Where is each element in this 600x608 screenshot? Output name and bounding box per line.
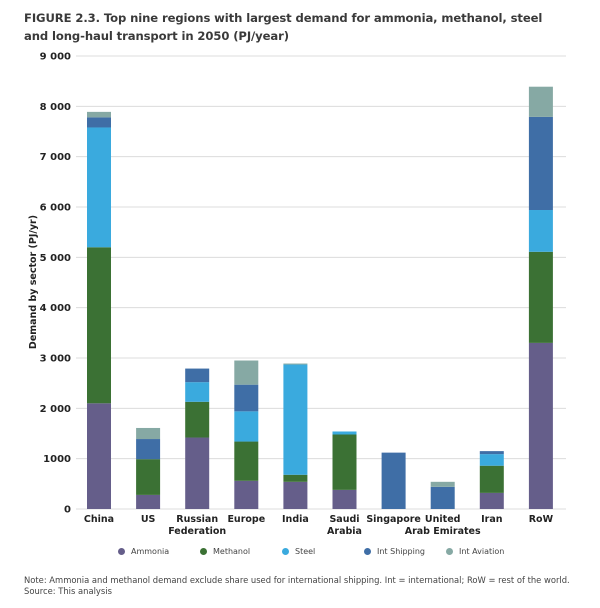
bar-segment-ammonia: [136, 494, 161, 509]
y-tick-label: 3 000: [40, 354, 71, 365]
bar-segment-int-shipping: [136, 439, 161, 460]
bar-segment-int-shipping: [479, 451, 504, 455]
bar-segment-ammonia: [87, 403, 111, 509]
y-tick-label: 8 000: [40, 102, 71, 113]
x-tick-label: United Arab Emirates: [405, 514, 481, 537]
bar-segment-int-shipping: [528, 116, 553, 211]
bar-segment-ammonia: [479, 492, 504, 509]
x-tick-label: Saudi Arabia: [327, 514, 362, 537]
bar-segment-int-shipping: [234, 384, 259, 412]
legend-label: Methanol: [213, 547, 251, 556]
bar-segment-int-aviation: [87, 111, 111, 118]
y-tick-label: 2 000: [40, 404, 71, 415]
footnote: Note: Ammonia and methanol demand exclud…: [24, 575, 584, 597]
bar-segment-ammonia: [185, 437, 210, 509]
legend-swatch-icon: [364, 548, 371, 555]
legend-swatch-icon: [118, 548, 125, 555]
bar-segment-steel: [234, 411, 259, 442]
x-tick-label: Iran: [481, 514, 503, 525]
legend-swatch-icon: [282, 548, 289, 555]
chart-area: 0 1000 2 000 3 000 4 000 5 000 6 000 7 000 8 000…: [28, 52, 566, 537]
x-tick-label: China: [84, 514, 114, 525]
legend-swatch-icon: [200, 548, 207, 555]
bars: [87, 86, 553, 509]
bar-segment-int-shipping: [87, 117, 111, 128]
legend-item: Ammonia: [118, 547, 200, 556]
bar-segment-methanol: [332, 434, 357, 490]
bar-segment-ammonia: [234, 480, 259, 509]
y-axis-label: Demand by sector (PJ/yr): [28, 215, 39, 349]
legend-item: Int Aviation: [446, 547, 528, 556]
x-tick-label: India: [282, 514, 309, 525]
bar-segment-steel: [528, 210, 553, 252]
legend-label: Steel: [295, 547, 316, 556]
y-tick-label: 4 000: [40, 303, 71, 314]
legend-item: Steel: [282, 547, 364, 556]
legend-label: Ammonia: [131, 547, 170, 556]
y-tick-label: 6 000: [40, 203, 71, 214]
bar-segment-methanol: [528, 251, 553, 343]
y-axis-ticks: 0 1000 2 000 3 000 4 000 5 000 6 000 7 000 8 000…: [40, 52, 71, 516]
note-text: Note: Ammonia and methanol demand exclud…: [24, 575, 570, 585]
bar-segment-int-aviation: [234, 360, 259, 385]
bar-segment-methanol: [136, 459, 161, 495]
bar-segment-steel: [185, 382, 210, 402]
bar-segment-methanol: [479, 465, 504, 493]
y-tick-label: 0: [64, 505, 71, 516]
y-tick-label: 9 000: [40, 52, 71, 63]
bar-segment-steel: [479, 454, 504, 466]
bar-segment-int-aviation: [430, 481, 455, 487]
bar-segment-int-aviation: [528, 86, 553, 117]
x-tick-label: US: [141, 514, 156, 525]
chart-title: FIGURE 2.3. Top nine regions with larges…: [24, 11, 543, 43]
bar-segment-steel: [87, 127, 111, 248]
legend-label: Int Shipping: [377, 547, 426, 556]
bar-segment-int-shipping: [381, 452, 406, 509]
bar-segment-ammonia: [332, 489, 357, 509]
x-tick-label: RoW: [529, 514, 554, 525]
bar-segment-methanol: [234, 441, 259, 481]
x-tick-label: Singapore: [366, 514, 421, 525]
x-tick-label: Europe: [227, 514, 265, 525]
bar-segment-int-shipping: [430, 486, 455, 509]
legend: Ammonia Methanol Steel Int Shipping Int Avia…: [118, 547, 528, 556]
legend-swatch-icon: [446, 548, 453, 555]
source-text: Source: This analysis: [24, 586, 112, 596]
y-tick-label: 5 000: [40, 253, 71, 264]
y-tick-label: 7 000: [40, 152, 71, 163]
bar-segment-methanol: [185, 401, 210, 438]
bar-segment-ammonia: [283, 481, 308, 509]
legend-label: Int Aviation: [459, 547, 505, 556]
bar-segment-steel: [283, 364, 308, 475]
bar-segment-methanol: [87, 247, 111, 404]
bar-segment-int-aviation: [283, 363, 308, 365]
legend-item: Methanol: [200, 547, 282, 556]
bar-segment-steel: [332, 431, 357, 435]
bar-segment-ammonia: [528, 342, 553, 509]
bar-segment-int-aviation: [136, 427, 161, 440]
x-tick-label: Russian Federation: [168, 514, 226, 537]
y-tick-label: 1000: [43, 454, 71, 465]
bar-segment-methanol: [283, 474, 308, 482]
legend-item: Int Shipping: [364, 547, 446, 556]
bar-segment-int-shipping: [185, 368, 210, 383]
